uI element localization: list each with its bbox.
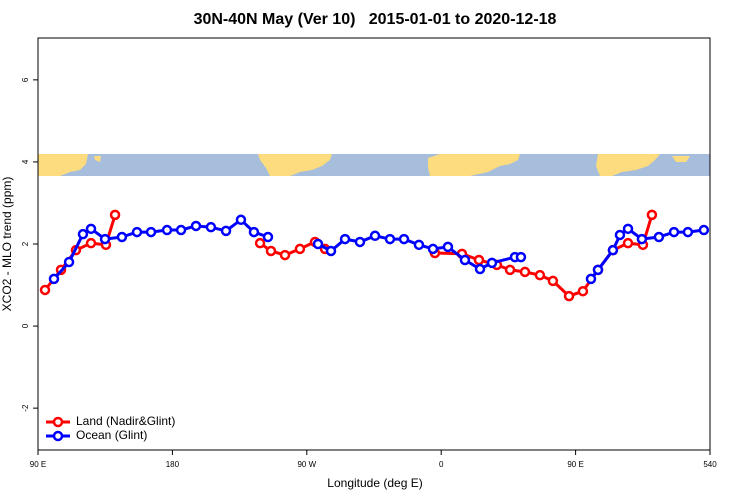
- point: [622, 237, 634, 249]
- point: [474, 263, 486, 275]
- point: [248, 226, 260, 238]
- point: [459, 254, 471, 266]
- y-tick-label: 0: [21, 323, 30, 328]
- x-tick-label: 90 W: [297, 460, 316, 469]
- point: [607, 244, 619, 256]
- point: [698, 224, 710, 236]
- point: [614, 229, 626, 241]
- map-strip: [38, 154, 710, 176]
- point: [109, 209, 121, 221]
- legend-marker: [52, 416, 64, 428]
- point: [354, 236, 366, 248]
- plot-frame: [37, 37, 711, 451]
- y-tick-label: 6: [21, 77, 30, 82]
- point: [279, 249, 291, 261]
- x-tick-label: 90 E: [30, 460, 46, 469]
- point: [339, 233, 351, 245]
- y-tick-label: -2: [21, 404, 30, 412]
- point: [636, 233, 648, 245]
- point: [585, 273, 597, 285]
- point: [515, 251, 527, 263]
- point: [254, 237, 266, 249]
- point: [312, 238, 324, 250]
- y-tick-label: 2: [21, 241, 30, 246]
- point: [534, 269, 546, 281]
- point: [427, 243, 439, 255]
- point: [220, 225, 232, 237]
- point: [519, 266, 531, 278]
- point: [190, 220, 202, 232]
- point: [442, 241, 454, 253]
- point: [325, 245, 337, 257]
- point: [592, 264, 604, 276]
- x-tick-label: 540: [703, 460, 717, 469]
- point: [668, 226, 680, 238]
- point: [384, 233, 396, 245]
- point: [77, 228, 89, 240]
- y-tick-label: 4: [21, 159, 30, 164]
- point: [682, 226, 694, 238]
- x-tick-label: 90 E: [567, 460, 583, 469]
- point: [161, 224, 173, 236]
- x-tick-label: 180: [166, 460, 180, 469]
- point: [563, 290, 575, 302]
- point: [85, 223, 97, 235]
- point: [39, 284, 51, 296]
- point: [99, 233, 111, 245]
- chart-title: 30N-40N May (Ver 10) 2015-01-01 to 2020-…: [194, 11, 557, 28]
- point: [205, 221, 217, 233]
- point: [646, 209, 658, 221]
- point: [486, 257, 498, 269]
- point: [577, 285, 589, 297]
- point: [413, 239, 425, 251]
- point: [653, 231, 665, 243]
- legend-label: Ocean (Glint): [76, 428, 147, 442]
- x-tick-label: 0: [439, 460, 444, 469]
- point: [473, 254, 485, 266]
- point: [504, 264, 516, 276]
- legend-marker: [52, 430, 64, 442]
- point: [131, 226, 143, 238]
- point: [262, 231, 274, 243]
- point: [547, 275, 559, 287]
- point: [48, 273, 60, 285]
- point: [145, 226, 157, 238]
- point: [369, 230, 381, 242]
- point: [622, 223, 634, 235]
- y-axis-label: XCO2 - MLO trend (ppm): [0, 177, 14, 312]
- x-axis-label: Longitude (deg E): [327, 476, 422, 490]
- point: [235, 214, 247, 226]
- point: [294, 243, 306, 255]
- point: [398, 233, 410, 245]
- point: [175, 224, 187, 236]
- point: [116, 231, 128, 243]
- point: [85, 237, 97, 249]
- point: [265, 245, 277, 257]
- legend-label: Land (Nadir&Glint): [76, 414, 175, 428]
- point: [63, 256, 75, 268]
